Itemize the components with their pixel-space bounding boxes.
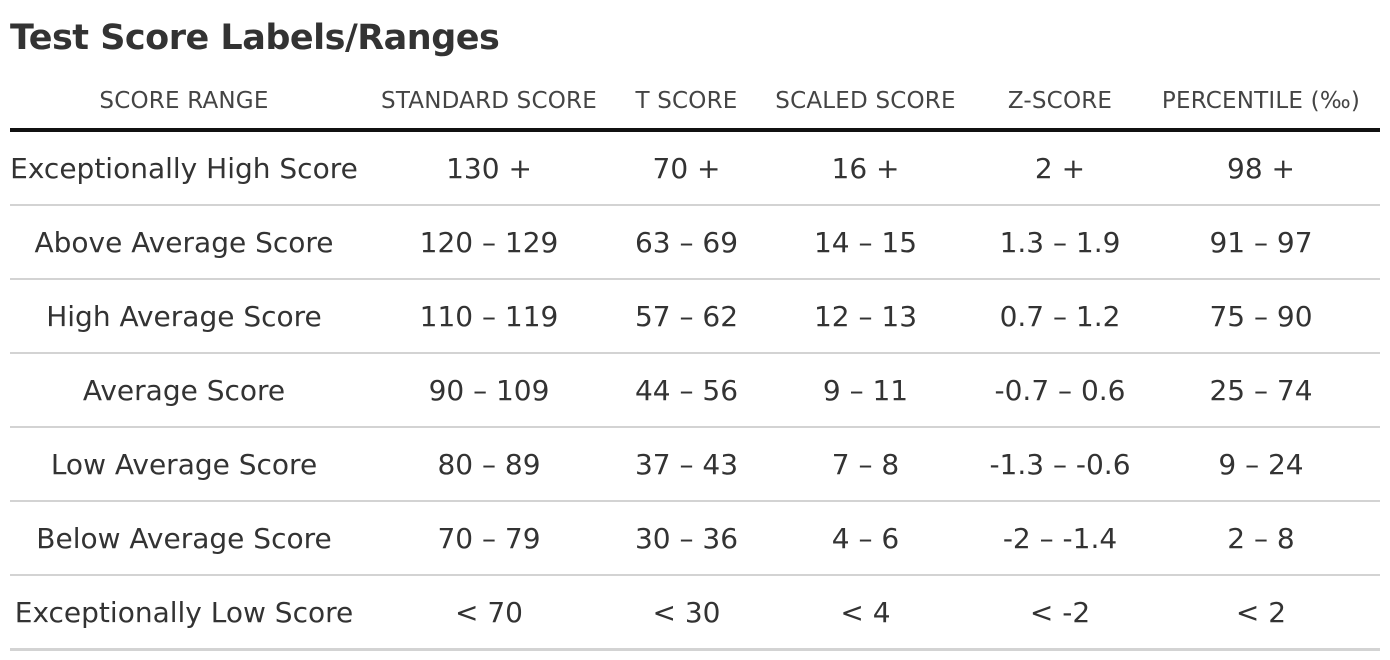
table-cell: -2 – -1.4 (978, 501, 1142, 576)
column-header-standard-score: STANDARD SCORE (358, 74, 620, 132)
table-title: Test Score Labels/Ranges (10, 18, 500, 58)
table-cell: 91 – 97 (1142, 205, 1380, 280)
table-row: Exceptionally High Score 130 + 70 + 16 +… (10, 130, 1380, 206)
table-cell: 130 + (358, 130, 620, 206)
table-cell: 1.3 – 1.9 (978, 205, 1142, 280)
table-cell: 57 – 62 (620, 279, 753, 354)
header-row: SCORE RANGE STANDARD SCORE T SCORE SCALE… (10, 74, 1380, 132)
table-row: Below Average Score 70 – 79 30 – 36 4 – … (10, 501, 1380, 576)
table-row: Low Average Score 80 – 89 37 – 43 7 – 8 … (10, 427, 1380, 502)
table-cell: 70 + (620, 130, 753, 206)
table-cell: Exceptionally Low Score (10, 575, 358, 651)
table-row: Average Score 90 – 109 44 – 56 9 – 11 -0… (10, 353, 1380, 428)
table-cell: < 30 (620, 575, 753, 651)
table-cell: 16 + (753, 130, 978, 206)
table-cell: 44 – 56 (620, 353, 753, 428)
table-cell: 70 – 79 (358, 501, 620, 576)
table-cell: 120 – 129 (358, 205, 620, 280)
table-cell: 14 – 15 (753, 205, 978, 280)
table-cell: -0.7 – 0.6 (978, 353, 1142, 428)
table-cell: Below Average Score (10, 501, 358, 576)
table-cell: 7 – 8 (753, 427, 978, 502)
table-cell: 12 – 13 (753, 279, 978, 354)
table-cell: Above Average Score (10, 205, 358, 280)
table-cell: 80 – 89 (358, 427, 620, 502)
table-cell: High Average Score (10, 279, 358, 354)
table-cell: 25 – 74 (1142, 353, 1380, 428)
table-row: Exceptionally Low Score < 70 < 30 < 4 < … (10, 575, 1380, 651)
column-header-score-range: SCORE RANGE (10, 74, 358, 132)
table-cell: < 2 (1142, 575, 1380, 651)
table-cell: 110 – 119 (358, 279, 620, 354)
table-cell: < 4 (753, 575, 978, 651)
table-cell: 63 – 69 (620, 205, 753, 280)
table-cell: 0.7 – 1.2 (978, 279, 1142, 354)
table-cell: 30 – 36 (620, 501, 753, 576)
table-cell: 75 – 90 (1142, 279, 1380, 354)
column-header-percentile: PERCENTILE (‰) (1142, 74, 1380, 132)
table-cell: 2 – 8 (1142, 501, 1380, 576)
column-header-t-score: T SCORE (620, 74, 753, 132)
table-cell: < -2 (978, 575, 1142, 651)
table-cell: < 70 (358, 575, 620, 651)
table-cell: Low Average Score (10, 427, 358, 502)
table-row: High Average Score 110 – 119 57 – 62 12 … (10, 279, 1380, 354)
table-row: Above Average Score 120 – 129 63 – 69 14… (10, 205, 1380, 280)
table-cell: -1.3 – -0.6 (978, 427, 1142, 502)
table-cell: 9 – 11 (753, 353, 978, 428)
table-cell: 9 – 24 (1142, 427, 1380, 502)
score-table: SCORE RANGE STANDARD SCORE T SCORE SCALE… (10, 74, 1380, 651)
column-header-scaled-score: SCALED SCORE (753, 74, 978, 132)
table-cell: 90 – 109 (358, 353, 620, 428)
table-cell: Average Score (10, 353, 358, 428)
table-cell: Exceptionally High Score (10, 130, 358, 206)
table-cell: 2 + (978, 130, 1142, 206)
column-header-z-score: Z-SCORE (978, 74, 1142, 132)
table-cell: 37 – 43 (620, 427, 753, 502)
table-cell: 4 – 6 (753, 501, 978, 576)
table-cell: 98 + (1142, 130, 1380, 206)
